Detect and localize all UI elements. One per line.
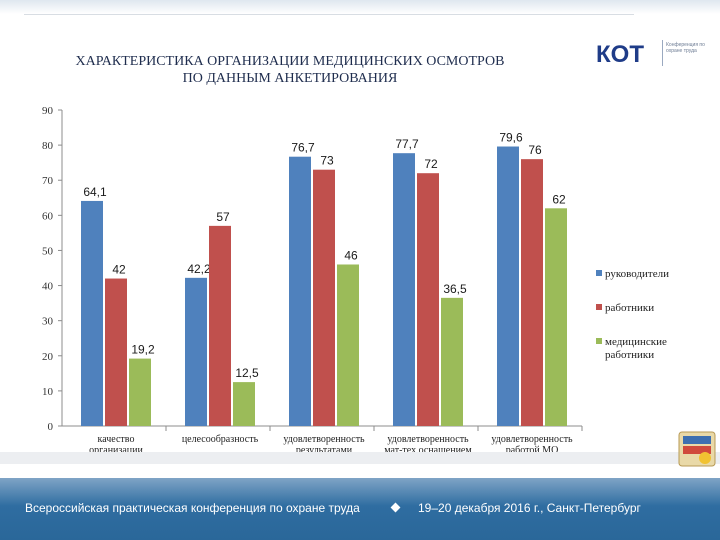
y-tick-label: 60 bbox=[42, 210, 54, 222]
data-label: 62 bbox=[552, 192, 566, 206]
footer-diamond-icon bbox=[390, 502, 401, 513]
bar bbox=[233, 382, 255, 426]
legend-label: работники bbox=[605, 349, 654, 361]
data-label: 19,2 bbox=[131, 343, 155, 357]
bar bbox=[417, 173, 439, 426]
data-label: 42,2 bbox=[187, 262, 211, 276]
bar bbox=[313, 169, 335, 426]
data-label: 77,7 bbox=[395, 137, 419, 151]
y-tick-label: 80 bbox=[42, 140, 54, 152]
data-label: 57 bbox=[216, 210, 230, 224]
bar bbox=[545, 208, 567, 426]
logo: КОТ bbox=[596, 40, 663, 68]
x-category-label: организации bbox=[89, 445, 143, 456]
legend-swatch bbox=[596, 304, 602, 310]
footer-date-place: 19–20 декабря 2016 г., Санкт-Петербург bbox=[418, 501, 641, 515]
bar bbox=[393, 153, 415, 427]
data-label: 72 bbox=[424, 157, 438, 171]
bottom-strip bbox=[0, 452, 720, 464]
data-label: 12,5 bbox=[235, 366, 259, 380]
footer-conference-name: Всероссийская практическая конференция п… bbox=[25, 501, 360, 515]
legend-label: руководители bbox=[605, 268, 669, 280]
legend-swatch bbox=[596, 338, 602, 344]
title-line-2: ПО ДАННЫМ АНКЕТИРОВАНИЯ bbox=[182, 71, 398, 86]
bar bbox=[521, 159, 543, 426]
data-label: 73 bbox=[320, 154, 334, 168]
bar bbox=[337, 264, 359, 426]
bar bbox=[441, 297, 463, 426]
slide-title: ХАРАКТЕРИСТИКА ОРГАНИЗАЦИИ МЕДИЦИНСКИХ О… bbox=[10, 53, 570, 87]
y-tick-label: 90 bbox=[42, 105, 54, 117]
logo-divider bbox=[662, 40, 663, 66]
y-tick-label: 40 bbox=[42, 281, 54, 293]
top-band bbox=[0, 0, 720, 14]
y-tick-label: 70 bbox=[42, 175, 54, 187]
y-tick-label: 30 bbox=[42, 316, 54, 328]
x-category-label: целесообразность bbox=[182, 434, 259, 445]
x-category-label: удовлетворенность bbox=[387, 434, 469, 445]
data-label: 42 bbox=[112, 263, 126, 277]
data-label: 36,5 bbox=[443, 282, 467, 296]
logo-subtitle: Конференция по охране труда bbox=[666, 42, 705, 54]
x-category-label: результатами bbox=[296, 445, 353, 456]
top-divider bbox=[24, 14, 634, 15]
x-category-label: удовлетворенность bbox=[491, 434, 573, 445]
bar bbox=[185, 277, 207, 426]
y-tick-label: 50 bbox=[42, 245, 54, 257]
bar bbox=[105, 278, 127, 426]
y-tick-label: 10 bbox=[42, 386, 54, 398]
logo-text: КОТ bbox=[596, 41, 644, 68]
y-tick-label: 20 bbox=[42, 351, 54, 363]
conference-badge-icon bbox=[678, 431, 716, 467]
footer-banner: Всероссийская практическая конференция п… bbox=[0, 478, 720, 540]
data-label: 76,7 bbox=[291, 141, 315, 155]
x-category-label: качество bbox=[98, 434, 135, 445]
x-category-label: мат-тех оснащением bbox=[384, 445, 472, 456]
data-label: 64,1 bbox=[83, 185, 107, 199]
bar bbox=[497, 146, 519, 426]
title-line-1: ХАРАКТЕРИСТИКА ОРГАНИЗАЦИИ МЕДИЦИНСКИХ О… bbox=[75, 54, 505, 69]
legend-label: медицинские bbox=[605, 336, 667, 348]
bar bbox=[209, 225, 231, 426]
x-category-label: работой МО bbox=[506, 445, 559, 456]
bar bbox=[129, 358, 151, 426]
bar bbox=[289, 156, 311, 426]
data-label: 79,6 bbox=[499, 131, 523, 145]
legend-label: работники bbox=[605, 302, 654, 314]
x-category-label: удовлетворенность bbox=[283, 434, 365, 445]
legend-swatch bbox=[596, 270, 602, 276]
y-tick-label: 0 bbox=[48, 421, 54, 433]
bar bbox=[81, 200, 103, 426]
data-label: 76 bbox=[528, 143, 542, 157]
data-label: 46 bbox=[344, 248, 358, 262]
